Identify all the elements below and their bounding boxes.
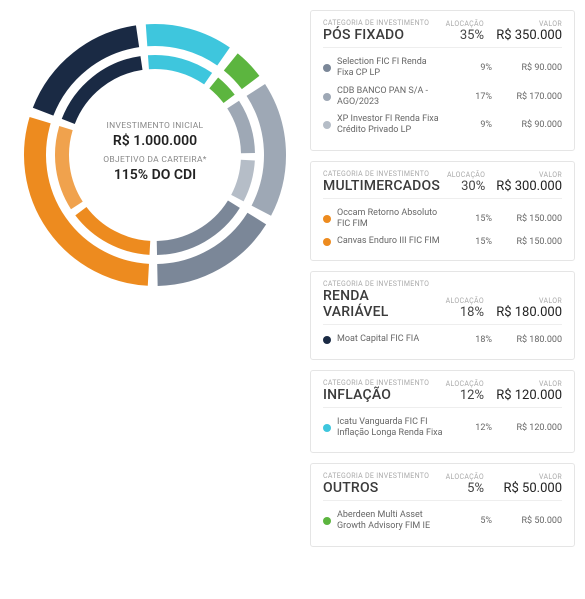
category-header: CATEGORIA DE INVESTIMENTOOUTROSALOCAÇÃO5… <box>323 472 562 501</box>
portfolio-objective-value: 115% DO CDI <box>80 167 230 183</box>
item-alloc: 12% <box>448 423 492 433</box>
category-alloc: 18% <box>438 305 484 320</box>
header-category-label: CATEGORIA DE INVESTIMENTO <box>323 170 440 178</box>
item-name: Canvas Enduro III FIC FIM <box>337 236 448 247</box>
category-name: INFLAÇÃO <box>323 387 438 403</box>
color-dot-icon <box>323 424 331 432</box>
category-name: OUTROS <box>323 480 438 496</box>
color-dot-icon <box>323 121 331 129</box>
item-row: Canvas Enduro III FIC FIM15%R$ 150.000 <box>323 233 562 250</box>
item-value: R$ 180.000 <box>492 335 562 345</box>
category-alloc: 12% <box>438 388 484 403</box>
item-row: CDB BANCO PAN S/A - AGO/202317%R$ 170.00… <box>323 83 562 112</box>
category-name: PÓS FIXADO <box>323 27 438 43</box>
header-value-label: VALOR <box>484 20 562 28</box>
header-category-label: CATEGORIA DE INVESTIMENTO <box>323 472 438 480</box>
initial-investment-label: INVESTIMENTO INICIAL <box>80 121 230 131</box>
color-dot-icon <box>323 93 331 101</box>
item-alloc: 17% <box>448 92 492 102</box>
category-header: CATEGORIA DE INVESTIMENTOINFLAÇÃOALOCAÇÃ… <box>323 379 562 408</box>
item-value: R$ 170.000 <box>492 92 562 102</box>
category-name: RENDA VARIÁVEL <box>323 288 438 320</box>
item-value: R$ 120.000 <box>492 423 562 433</box>
item-alloc: 9% <box>448 63 492 73</box>
header-alloc-label: ALOCAÇÃO <box>438 473 484 481</box>
category-name: MULTIMERCADOS <box>323 178 440 194</box>
category-card: CATEGORIA DE INVESTIMENTOOUTROSALOCAÇÃO5… <box>310 463 575 547</box>
initial-investment-value: R$ 1.000.000 <box>80 133 230 149</box>
item-name: Icatu Vanguarda FIC FI Inflação Longa Re… <box>337 417 448 440</box>
header-alloc-label: ALOCAÇÃO <box>438 297 484 305</box>
category-value: R$ 350.000 <box>484 28 562 43</box>
header-category-label: CATEGORIA DE INVESTIMENTO <box>323 379 438 387</box>
color-dot-icon <box>323 215 331 223</box>
portfolio-donut-chart: INVESTIMENTO INICIAL R$ 1.000.000 OBJETI… <box>20 20 290 290</box>
item-name: XP Investor FI Renda Fixa Crédito Privad… <box>337 114 448 137</box>
item-alloc: 15% <box>448 237 492 247</box>
item-value: R$ 50.000 <box>492 516 562 526</box>
item-value: R$ 90.000 <box>492 120 562 130</box>
item-value: R$ 90.000 <box>492 63 562 73</box>
item-row: Occam Retorno Absoluto FIC FIM15%R$ 150.… <box>323 205 562 234</box>
category-alloc: 5% <box>438 481 484 496</box>
category-value: R$ 120.000 <box>484 388 562 403</box>
category-header: CATEGORIA DE INVESTIMENTOMULTIMERCADOSAL… <box>323 170 562 199</box>
donut-center: INVESTIMENTO INICIAL R$ 1.000.000 OBJETI… <box>80 121 230 189</box>
portfolio-objective-label: OBJETIVO DA CARTEIRA* <box>80 155 230 165</box>
item-name: Occam Retorno Absoluto FIC FIM <box>337 208 448 231</box>
category-alloc: 35% <box>438 28 484 43</box>
header-value-label: VALOR <box>484 473 562 481</box>
category-card: CATEGORIA DE INVESTIMENTOMULTIMERCADOSAL… <box>310 161 575 262</box>
header-category-label: CATEGORIA DE INVESTIMENTO <box>323 280 438 288</box>
item-name: Aberdeen Multi Asset Growth Advisory FIM… <box>337 510 448 533</box>
item-row: Icatu Vanguarda FIC FI Inflação Longa Re… <box>323 414 562 443</box>
item-name: Selection FIC FI Renda Fixa CP LP <box>337 57 448 80</box>
header-value-label: VALOR <box>485 171 562 179</box>
category-value: R$ 300.000 <box>485 179 562 194</box>
color-dot-icon <box>323 64 331 72</box>
category-value: R$ 180.000 <box>484 305 562 320</box>
item-alloc: 9% <box>448 120 492 130</box>
item-alloc: 15% <box>448 214 492 224</box>
color-dot-icon <box>323 336 331 344</box>
item-value: R$ 150.000 <box>492 214 562 224</box>
category-card: CATEGORIA DE INVESTIMENTOPÓS FIXADOALOCA… <box>310 10 575 151</box>
item-row: Aberdeen Multi Asset Growth Advisory FIM… <box>323 507 562 536</box>
item-row: Moat Capital FIC FIA18%R$ 180.000 <box>323 331 562 348</box>
item-name: CDB BANCO PAN S/A - AGO/2023 <box>337 86 448 109</box>
category-alloc: 30% <box>440 179 485 194</box>
category-card: CATEGORIA DE INVESTIMENTORENDA VARIÁVELA… <box>310 271 575 359</box>
item-alloc: 5% <box>448 516 492 526</box>
category-card: CATEGORIA DE INVESTIMENTOINFLAÇÃOALOCAÇÃ… <box>310 370 575 454</box>
header-alloc-label: ALOCAÇÃO <box>440 171 485 179</box>
item-alloc: 18% <box>448 335 492 345</box>
header-value-label: VALOR <box>484 380 562 388</box>
header-category-label: CATEGORIA DE INVESTIMENTO <box>323 19 438 27</box>
item-name: Moat Capital FIC FIA <box>337 334 448 345</box>
color-dot-icon <box>323 517 331 525</box>
category-value: R$ 50.000 <box>484 481 562 496</box>
category-header: CATEGORIA DE INVESTIMENTOPÓS FIXADOALOCA… <box>323 19 562 48</box>
header-alloc-label: ALOCAÇÃO <box>438 380 484 388</box>
item-row: XP Investor FI Renda Fixa Crédito Privad… <box>323 111 562 140</box>
item-value: R$ 150.000 <box>492 237 562 247</box>
category-header: CATEGORIA DE INVESTIMENTORENDA VARIÁVELA… <box>323 280 562 325</box>
color-dot-icon <box>323 238 331 246</box>
header-alloc-label: ALOCAÇÃO <box>438 20 484 28</box>
header-value-label: VALOR <box>484 297 562 305</box>
item-row: Selection FIC FI Renda Fixa CP LP9%R$ 90… <box>323 54 562 83</box>
